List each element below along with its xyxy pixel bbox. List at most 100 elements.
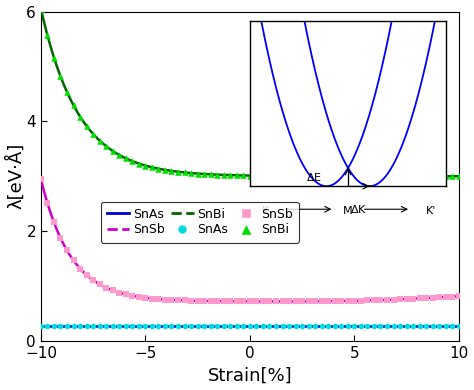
Point: [128, 158, 136, 164]
Point: [135, 294, 143, 300]
Point: [298, 298, 306, 305]
Point: [233, 172, 241, 179]
Point: [253, 173, 260, 179]
Point: [44, 32, 51, 38]
Point: [442, 294, 449, 300]
Point: [383, 323, 391, 329]
Point: [174, 323, 182, 329]
Point: [227, 298, 234, 305]
Point: [442, 173, 449, 179]
Point: [63, 247, 71, 254]
Point: [102, 285, 110, 291]
Point: [318, 323, 326, 329]
Point: [272, 173, 280, 179]
Point: [194, 323, 201, 329]
Point: [220, 298, 228, 304]
Point: [194, 170, 201, 177]
Point: [311, 323, 319, 329]
Point: [370, 297, 378, 303]
Point: [416, 323, 423, 329]
Point: [116, 289, 123, 296]
Point: [422, 173, 430, 179]
Point: [142, 323, 149, 329]
Point: [109, 323, 117, 329]
Text: M: M: [343, 206, 353, 216]
Point: [148, 164, 155, 170]
Point: [70, 323, 77, 329]
Point: [429, 323, 437, 329]
Point: [213, 323, 221, 329]
Point: [50, 55, 58, 61]
Point: [265, 298, 273, 305]
Point: [44, 200, 51, 206]
Point: [337, 173, 345, 179]
Point: [174, 297, 182, 303]
Point: [37, 176, 45, 182]
Point: [187, 323, 195, 329]
Point: [187, 170, 195, 176]
Point: [201, 171, 208, 177]
Point: [174, 168, 182, 175]
Point: [285, 173, 293, 179]
Point: [44, 323, 51, 329]
Point: [122, 155, 129, 161]
Point: [181, 169, 188, 176]
Point: [96, 138, 103, 144]
Point: [181, 298, 188, 304]
Point: [337, 298, 345, 304]
Point: [50, 219, 58, 225]
Point: [168, 297, 175, 303]
Point: [292, 173, 300, 179]
Point: [89, 277, 97, 283]
Point: [272, 298, 280, 305]
Point: [239, 323, 247, 329]
Point: [436, 294, 443, 301]
Point: [396, 323, 404, 329]
Point: [344, 173, 352, 179]
Point: [351, 323, 358, 329]
Point: [442, 323, 449, 329]
Point: [246, 323, 254, 329]
Point: [63, 89, 71, 95]
Point: [337, 323, 345, 329]
Point: [161, 323, 169, 329]
Point: [390, 173, 397, 179]
Point: [246, 172, 254, 179]
Point: [70, 257, 77, 264]
Point: [448, 173, 456, 179]
Point: [201, 323, 208, 329]
Point: [351, 298, 358, 304]
Point: [318, 298, 326, 305]
Point: [403, 296, 410, 302]
Point: [416, 295, 423, 301]
Point: [448, 323, 456, 329]
Point: [279, 173, 286, 179]
Point: [168, 168, 175, 174]
Point: [403, 173, 410, 179]
Point: [37, 323, 45, 329]
Point: [305, 173, 312, 179]
Point: [279, 323, 286, 329]
Point: [422, 323, 430, 329]
Point: [396, 173, 404, 179]
Point: [298, 323, 306, 329]
Point: [324, 173, 332, 179]
Point: [89, 323, 97, 329]
Point: [102, 323, 110, 329]
Point: [292, 298, 300, 305]
Point: [331, 298, 338, 304]
Point: [128, 323, 136, 329]
Point: [213, 298, 221, 304]
Point: [265, 323, 273, 329]
Point: [181, 323, 188, 329]
Point: [148, 323, 155, 329]
Point: [455, 173, 463, 179]
Point: [364, 297, 371, 303]
Point: [429, 173, 437, 179]
Point: [109, 287, 117, 294]
Point: [305, 323, 312, 329]
Point: [207, 323, 214, 329]
Point: [83, 272, 91, 278]
Point: [403, 323, 410, 329]
Point: [57, 73, 64, 80]
